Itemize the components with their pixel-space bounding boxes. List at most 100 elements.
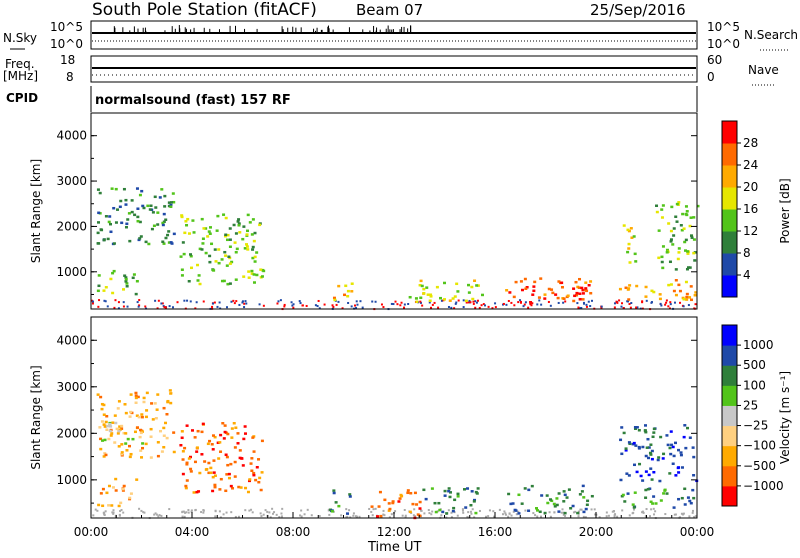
ground-scatter-speckle [453,307,456,310]
ground-scatter-speckle [113,306,116,309]
range-time-cell [445,512,449,515]
ground-scatter-speckle [341,307,344,310]
range-time-cell [669,430,673,433]
range-time-cell [102,423,106,426]
range-time-cell [104,215,108,218]
range-time-cell [418,283,422,287]
range-time-cell [627,298,631,301]
ground-scatter-speckle [478,509,481,512]
range-time-cell [569,507,573,510]
range-time-cell [633,426,637,429]
range-time-cell [414,297,418,300]
range-time-cell [582,496,586,499]
ground-scatter-speckle [507,299,510,302]
range-time-cell [123,274,127,277]
ground-scatter-speckle [250,508,253,511]
range-time-cell [657,456,661,459]
ground-scatter-speckle [154,299,157,302]
range-time-cell [696,204,700,208]
range-time-cell [376,515,380,518]
ground-scatter-speckle [420,509,423,512]
range-time-cell [200,248,204,251]
ground-scatter-speckle [413,508,416,511]
ground-scatter-speckle [371,514,374,517]
range-time-cell [415,300,419,304]
range-time-cell [329,508,333,512]
ground-scatter-speckle [628,303,631,306]
range-time-cell [623,500,627,503]
ground-scatter-speckle [613,306,616,309]
ground-scatter-speckle [530,304,533,307]
range-time-cell [113,441,117,444]
range-time-cell [464,299,468,303]
colorbar-tick-label: 8 [743,246,751,260]
range-time-cell [253,231,257,235]
ground-scatter-speckle [585,303,588,306]
range-time-cell [165,412,169,416]
range-time-cell [476,284,480,287]
range-time-cell [677,247,681,250]
range-time-cell [543,297,547,300]
range-time-cell [665,248,669,252]
range-time-cell [555,497,559,500]
range-time-cell [581,298,585,301]
range-time-cell [117,429,121,433]
range-time-cell [211,475,215,479]
range-time-cell [425,286,429,289]
ground-scatter-speckle [577,515,580,518]
range-time-cell [217,261,221,265]
ground-scatter-speckle [187,509,190,512]
ground-scatter-speckle [371,300,374,303]
ground-scatter-speckle [450,511,453,514]
range-time-cell [147,242,151,246]
range-time-cell [219,450,223,453]
range-time-cell [237,485,241,489]
nsearch-tick-top: 10^5 [707,20,740,34]
range-time-cell [529,300,533,304]
range-time-cell [98,426,102,429]
ground-scatter-speckle [600,307,603,310]
range-time-cell [511,502,515,505]
range-time-cell [212,471,216,474]
range-time-cell [517,493,521,497]
range-time-cell [424,497,428,501]
ground-scatter-speckle [243,302,246,305]
range-time-cell [112,269,116,273]
range-time-cell [118,428,122,432]
range-time-cell [464,506,468,509]
range-time-cell [230,260,234,264]
range-time-cell [434,510,438,514]
range-time-cell [452,506,456,510]
ground-scatter-speckle [126,305,129,308]
colorbar-tick-label: 12 [743,224,758,238]
range-time-cell [693,259,697,262]
range-time-cell [560,281,564,285]
range-time-cell [170,242,174,245]
range-time-cell [122,187,126,191]
range-time-cell [120,451,124,454]
ground-scatter-speckle [281,507,284,510]
range-time-cell [189,253,193,256]
range-time-cell [193,460,197,464]
range-time-cell [658,479,662,483]
range-time-cell [429,293,433,296]
range-time-cell [226,432,230,436]
range-time-cell [201,422,205,426]
range-time-cell [111,421,115,424]
range-time-cell [550,288,554,291]
range-time-cell [688,499,692,503]
range-time-cell [104,453,108,457]
range-time-cell [630,236,634,239]
range-time-cell [228,227,232,230]
range-time-cell [191,219,195,222]
range-time-cell [101,504,105,508]
range-time-cell [572,299,576,303]
range-time-cell [679,451,683,454]
range-time-cell [169,203,173,207]
range-time-cell [124,442,128,445]
range-time-cell [113,414,117,417]
range-time-cell [435,285,439,289]
range-time-cell [172,232,176,236]
range-time-cell [145,391,149,395]
